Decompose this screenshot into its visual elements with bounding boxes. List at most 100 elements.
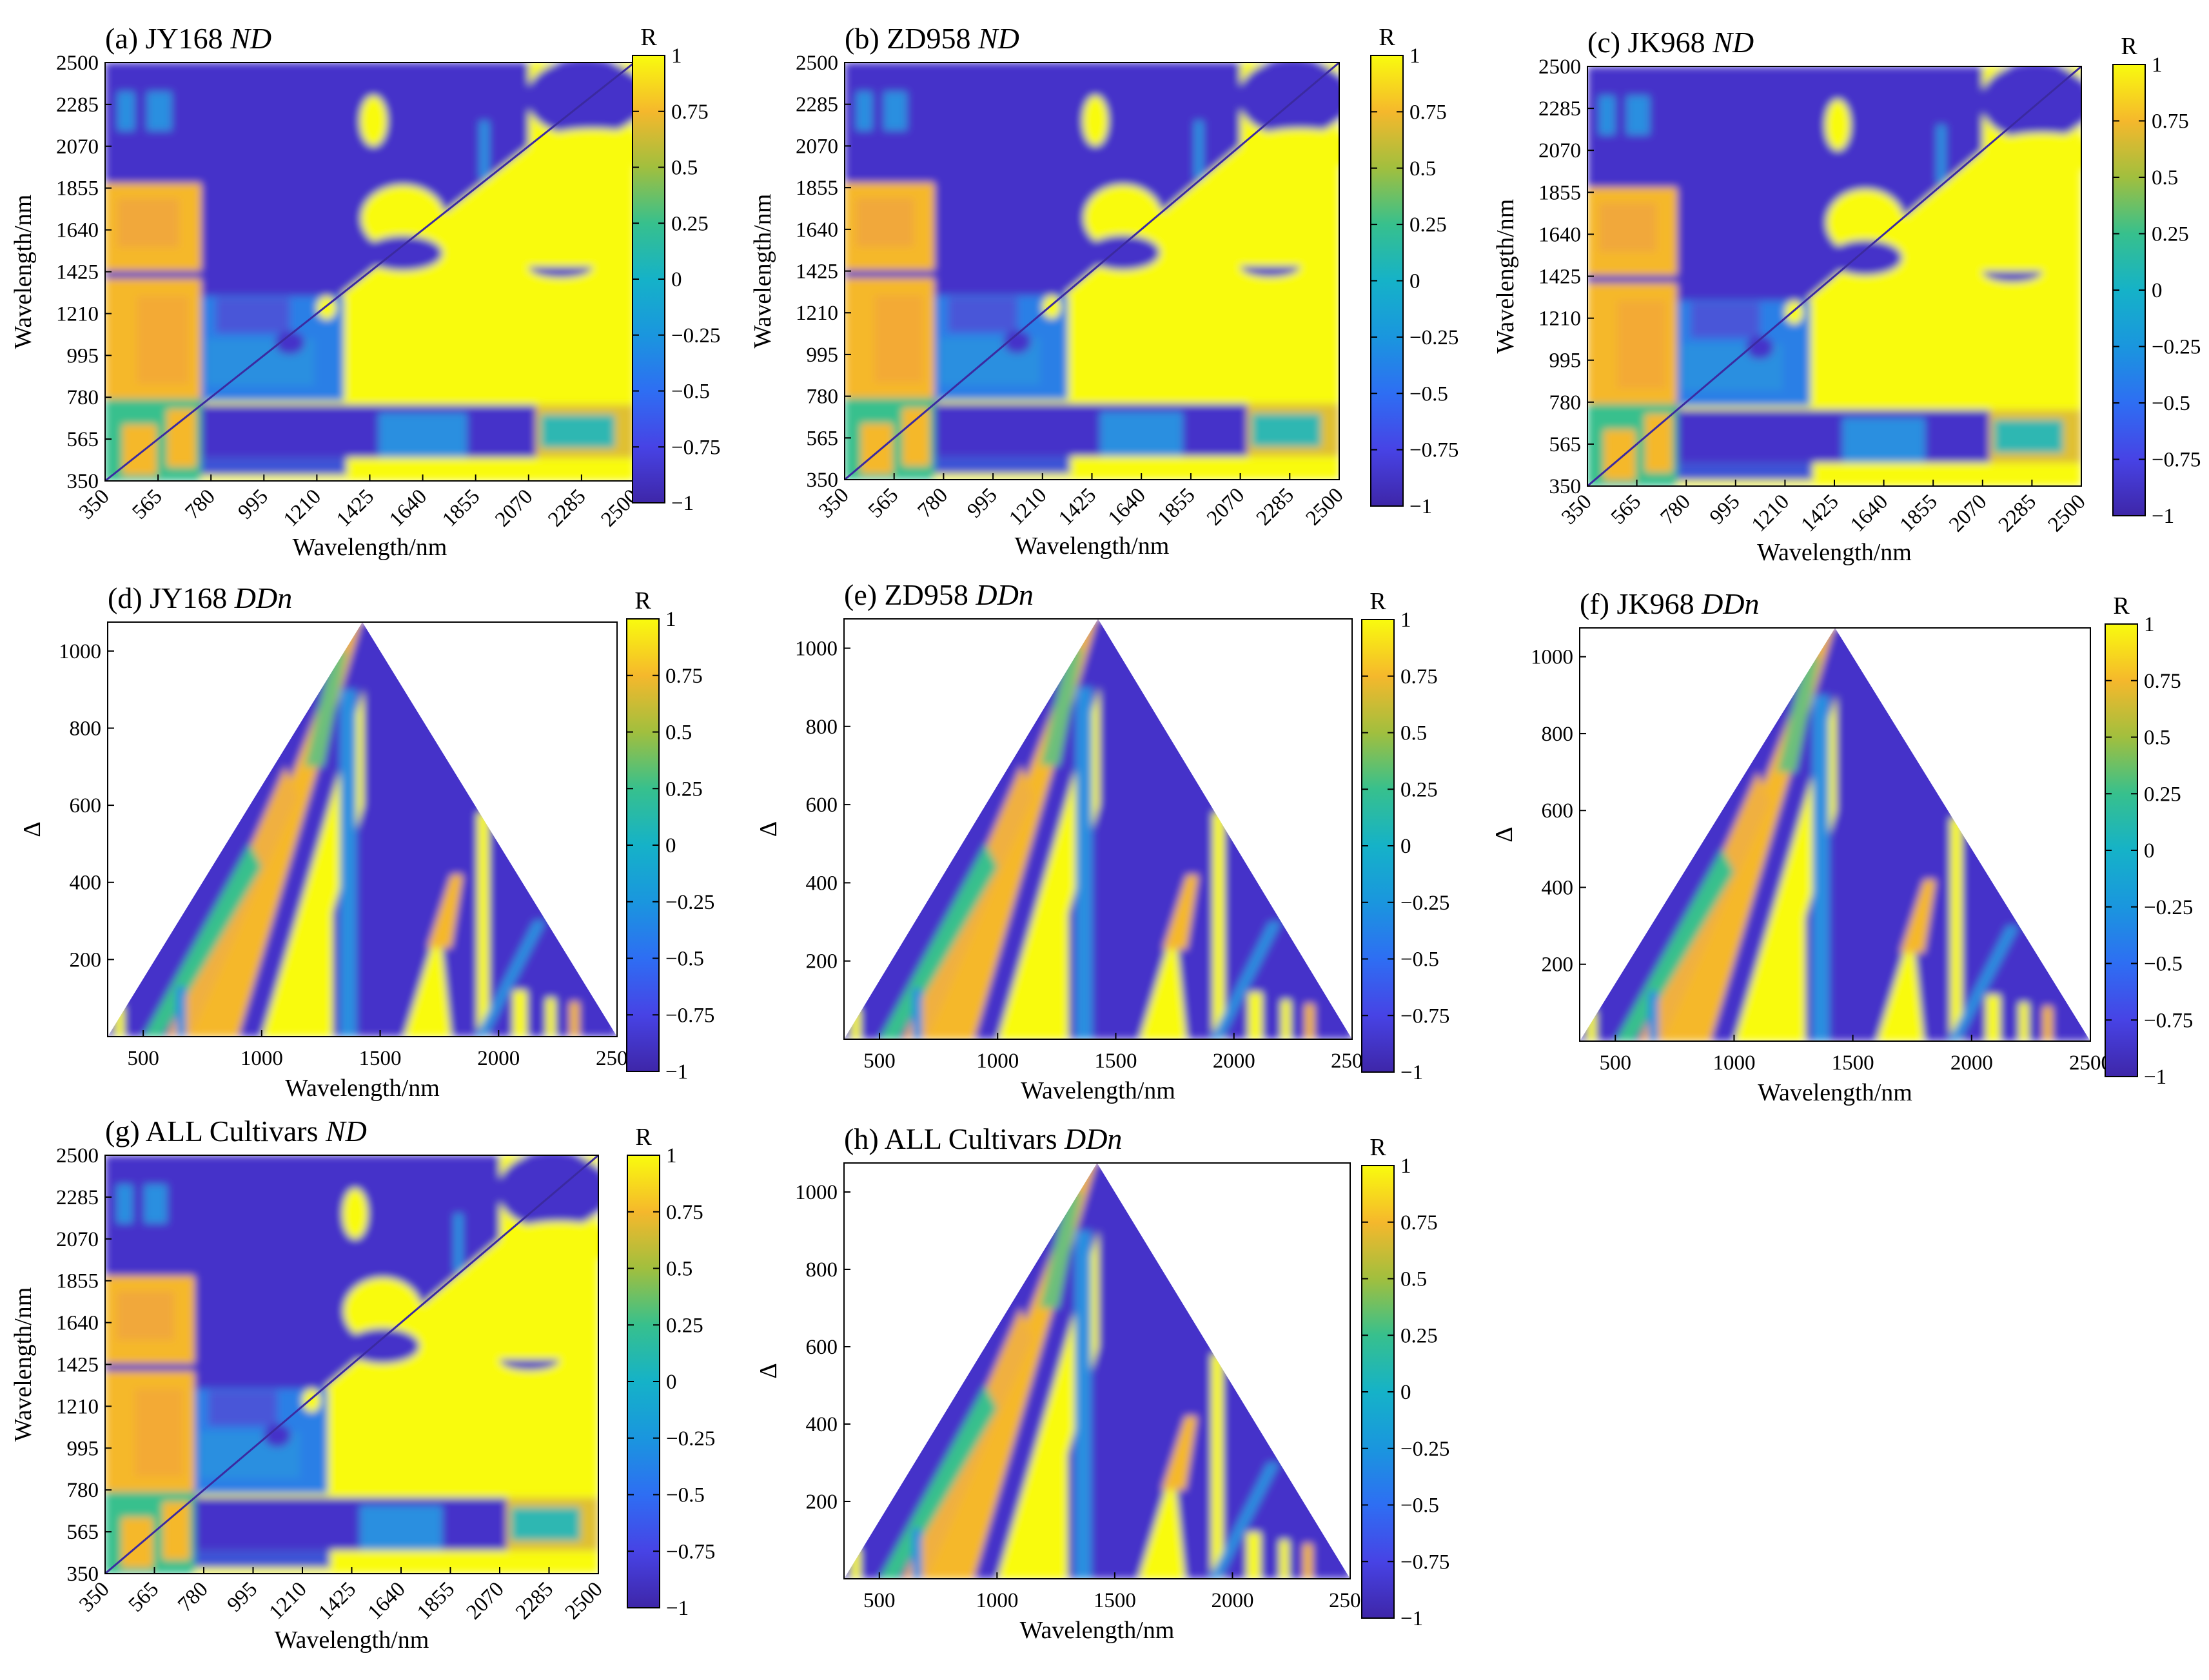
heatmap-region bbox=[1210, 922, 1282, 1039]
heatmap-blob bbox=[363, 235, 443, 271]
heatmap-cell bbox=[116, 1291, 174, 1340]
x-axis-label: Wavelength/nm bbox=[275, 1626, 429, 1654]
panel-title-text: (c) JK968 bbox=[1587, 26, 1713, 59]
y-tick-label: 400 bbox=[806, 1413, 838, 1436]
plot-frame bbox=[107, 621, 618, 1037]
y-tick-label: 800 bbox=[806, 1258, 838, 1282]
heatmap-region bbox=[1947, 926, 2019, 1041]
heatmap-field bbox=[844, 619, 1352, 1039]
colorbar-tick-label: −1 bbox=[671, 492, 694, 515]
heatmap-cell bbox=[948, 297, 1017, 333]
y-tick-label: 1855 bbox=[1538, 181, 1581, 204]
heatmap-region bbox=[1776, 656, 1820, 772]
y-tick-label: 350 bbox=[67, 470, 99, 493]
heatmap-cell bbox=[1598, 202, 1656, 252]
colorbar-tick-label: 1 bbox=[671, 44, 682, 68]
colorbar-label: R bbox=[2121, 33, 2137, 60]
colorbar-tick-label: 1 bbox=[1409, 44, 1420, 68]
heatmap-cell bbox=[1648, 991, 1658, 1041]
y-tick-label: 565 bbox=[1549, 433, 1582, 456]
y-tick-label: 1000 bbox=[59, 640, 101, 663]
x-tick-label: 2500 bbox=[2044, 490, 2090, 536]
x-tick-label: 2285 bbox=[1994, 490, 2041, 536]
heatmap-region bbox=[879, 843, 998, 1039]
heatmap-cell bbox=[146, 92, 172, 131]
heatmap-cell bbox=[912, 988, 922, 1039]
heatmap-blob bbox=[342, 1188, 368, 1239]
x-tick-label: 2000 bbox=[1211, 1589, 1253, 1612]
heatmap-blob bbox=[361, 185, 445, 251]
colorbar-tick-label: −0.5 bbox=[1400, 948, 1439, 972]
heatmap-region bbox=[1008, 1347, 1068, 1579]
heatmap-blob bbox=[1825, 99, 1851, 151]
heatmap-cell bbox=[2019, 1002, 2029, 1041]
heatmap-cell bbox=[860, 423, 893, 474]
y-tick-label: 800 bbox=[70, 717, 102, 740]
heatmap-cell bbox=[1075, 687, 1092, 1039]
heatmap-region bbox=[304, 650, 348, 767]
colorbar-tick-label: −0.25 bbox=[1409, 326, 1458, 349]
x-tick-label: 1640 bbox=[1104, 483, 1150, 530]
y-axis-label: Δ bbox=[755, 821, 782, 837]
heatmap-blur-group bbox=[1580, 628, 2090, 1041]
x-tick-label: 1855 bbox=[1153, 483, 1199, 530]
colorbar-tick-label: 1 bbox=[666, 1144, 677, 1167]
colorbar-tick-label: −0.75 bbox=[1400, 1004, 1449, 1028]
x-tick-label: 1855 bbox=[413, 1577, 459, 1624]
colorbar-tick-label: −0.5 bbox=[671, 380, 710, 404]
panel-title-text: (a) JY168 bbox=[105, 22, 230, 55]
y-tick-label: 2070 bbox=[56, 135, 99, 159]
heatmap-cell bbox=[166, 409, 197, 467]
heatmap-region bbox=[475, 921, 546, 1037]
heatmap-cell bbox=[144, 1184, 168, 1224]
x-axis-label: Wavelength/nm bbox=[1015, 532, 1170, 560]
heatmap-blur-group bbox=[845, 63, 1339, 480]
colorbar-tick-label: −0.25 bbox=[1400, 892, 1449, 915]
heatmap-cell bbox=[1936, 124, 1946, 184]
y-tick-label: 1855 bbox=[796, 177, 838, 200]
colorbar-tick-label: 0.75 bbox=[2152, 110, 2189, 133]
panel-title-italic: DDn bbox=[1701, 587, 1759, 620]
y-tick-label: 800 bbox=[806, 716, 838, 739]
x-tick-label: 1500 bbox=[1832, 1051, 1874, 1075]
y-tick-label: 200 bbox=[806, 1490, 838, 1514]
x-axis-label: Wavelength/nm bbox=[1758, 1079, 1912, 1106]
panel-title: (a) JY168 ND bbox=[105, 22, 271, 55]
heatmap-cell bbox=[460, 1276, 598, 1360]
x-tick-label: 1500 bbox=[1094, 1050, 1137, 1073]
y-tick-label: 800 bbox=[1542, 723, 1574, 746]
x-tick-label: 565 bbox=[124, 1577, 163, 1616]
colorbar-tick-label: −0.75 bbox=[1409, 439, 1458, 462]
heatmap-cell bbox=[1676, 462, 1813, 480]
colorbar-tick-label: −1 bbox=[1400, 1607, 1423, 1630]
heatmap-cell bbox=[1302, 1544, 1313, 1579]
heatmap-blob bbox=[275, 331, 305, 355]
colorbar-label: R bbox=[1379, 24, 1395, 51]
y-axis-label: Wavelength/nm bbox=[10, 195, 37, 349]
heatmap-blob bbox=[1980, 66, 2081, 141]
x-axis-label: Wavelength/nm bbox=[293, 534, 447, 561]
diagonal-line bbox=[1587, 66, 2081, 486]
panel-title: (h) ALL Cultivars DDn bbox=[844, 1122, 1122, 1155]
colorbar-tick-label: 1 bbox=[2144, 613, 2155, 636]
heatmap-blob bbox=[344, 1278, 422, 1344]
colorbar-tick-label: 0.25 bbox=[666, 1314, 703, 1337]
heatmap-region bbox=[427, 874, 464, 948]
heatmap-cell bbox=[912, 1529, 922, 1579]
heatmap-blob bbox=[360, 95, 388, 146]
colorbar-tick-label: −1 bbox=[1400, 1061, 1423, 1084]
heatmap-region bbox=[143, 843, 262, 1037]
colorbar-tick-label: 0.5 bbox=[665, 721, 692, 745]
colorbar-tick-label: −0.5 bbox=[1400, 1494, 1439, 1518]
heatmap-cell bbox=[1281, 1000, 1291, 1039]
x-axis-label: Wavelength/nm bbox=[285, 1075, 440, 1102]
heatmap-blur-group bbox=[105, 63, 634, 481]
y-tick-label: 600 bbox=[806, 794, 838, 817]
heatmap-blob bbox=[1982, 132, 2081, 176]
colorbar-tick-label: 0.75 bbox=[1400, 1211, 1438, 1235]
heatmap-blur-group bbox=[844, 1163, 1350, 1579]
y-tick-label: 200 bbox=[806, 950, 838, 973]
heatmap-field bbox=[844, 1163, 1350, 1579]
x-tick-label: 2070 bbox=[491, 485, 537, 531]
